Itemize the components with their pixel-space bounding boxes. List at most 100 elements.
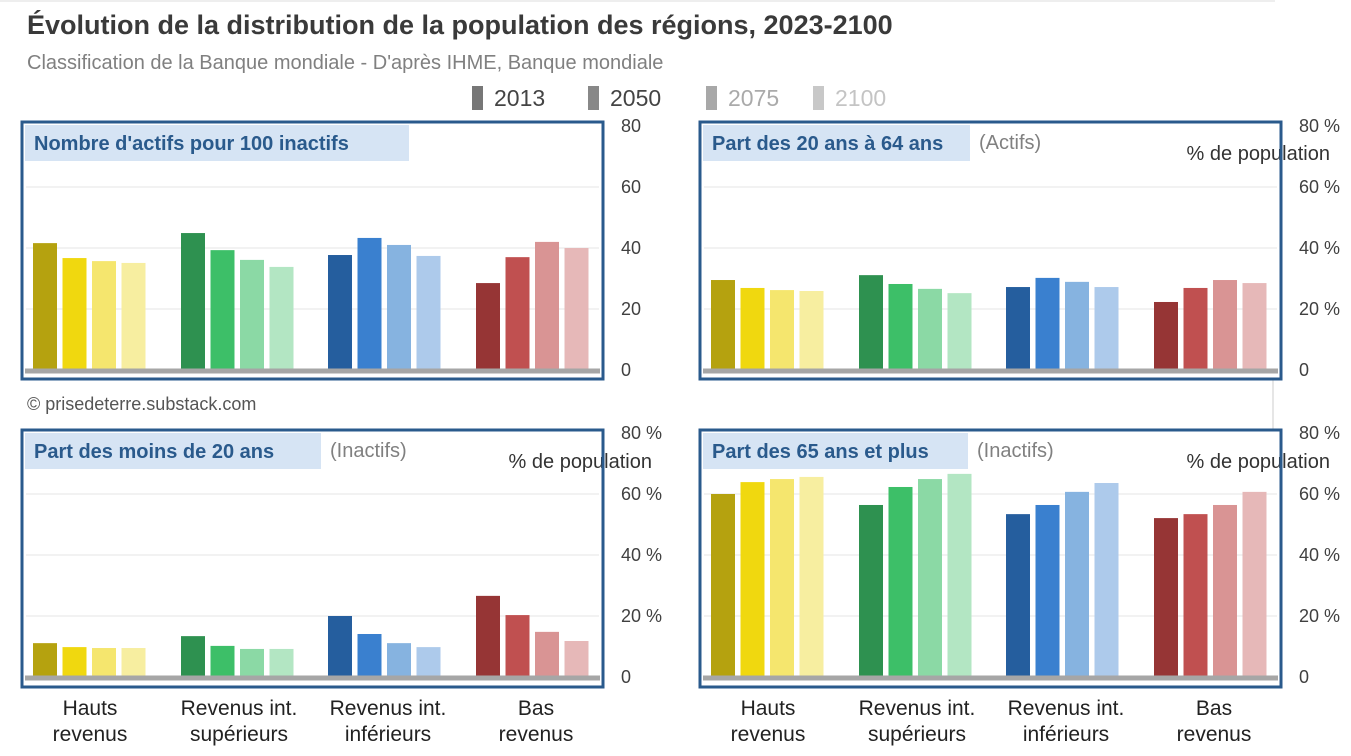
panel-title: Nombre d'actifs pour 100 inactifs bbox=[34, 133, 349, 155]
panel-title-background bbox=[25, 125, 409, 161]
legend-label: 2075 bbox=[728, 85, 779, 111]
bar: Revenus int. inférieurs 2050: 56.4 bbox=[1035, 504, 1060, 677]
panel-frame bbox=[698, 428, 1283, 689]
credit: © prisedeterre.substack.com bbox=[27, 394, 256, 414]
bar: Revenus int. supérieurs 2050: 28.2 bbox=[888, 283, 913, 370]
bar: Bas revenus 2100: 28.5 bbox=[1242, 283, 1267, 370]
bar: Revenus int. inférieurs 2075: 41 bbox=[387, 244, 411, 370]
chart-title: Évolution de la distribution de la popul… bbox=[27, 9, 893, 40]
bar: Hauts revenus 2100: 35.1 bbox=[121, 262, 146, 370]
panel-title-background bbox=[703, 433, 968, 469]
bar: Bas revenus 2013: 28.5 bbox=[476, 283, 500, 370]
bar: Revenus int. inférieurs 2100: 27.2 bbox=[1094, 287, 1119, 370]
y-tick-label: 40 % bbox=[621, 545, 662, 565]
category-labels: Hauts revenus Revenus int. supérieurs Revenu… bbox=[53, 697, 1252, 746]
bar: Hauts revenus 2013: 60 bbox=[711, 494, 735, 677]
y-tick-label: 0 bbox=[1299, 667, 1309, 687]
y-tick-label: 60 % bbox=[1299, 484, 1340, 504]
bar: Revenus int. supérieurs 2100: 66.6 bbox=[947, 473, 972, 677]
bar: Hauts revenus 2075: 9.5 bbox=[92, 648, 116, 677]
legend-label: 2100 bbox=[835, 85, 886, 111]
bar: Hauts revenus 2075: 35.7 bbox=[92, 261, 116, 370]
bar: Revenus int. supérieurs 2100: 33.8 bbox=[269, 266, 294, 370]
x-category-label: revenus bbox=[53, 723, 128, 746]
panel-title: Part des 20 ans à 64 ans bbox=[712, 133, 943, 155]
bar: Revenus int. inférieurs 2075: 11.1 bbox=[387, 643, 411, 677]
bar: Hauts revenus 2050: 9.8 bbox=[62, 647, 87, 677]
x-category-label: revenus bbox=[1177, 723, 1252, 746]
legend-label: 2013 bbox=[494, 85, 545, 111]
panel-frame bbox=[20, 120, 605, 381]
y-tick-label: 80 % bbox=[1299, 116, 1340, 136]
bar: Revenus int. inférieurs 2100: 37.4 bbox=[416, 255, 441, 370]
legend-swatch bbox=[472, 86, 483, 110]
x-category-label: supérieurs bbox=[190, 723, 288, 746]
bar: Revenus int. supérieurs 2013: 13.4 bbox=[181, 636, 205, 677]
bar: Revenus int. supérieurs 2013: 56.4 bbox=[859, 504, 883, 677]
bar: Hauts revenus 2100: 25.9 bbox=[799, 291, 824, 370]
bar: Revenus int. supérieurs 2013: 44.9 bbox=[181, 233, 205, 370]
bar: Hauts revenus 2100: 9.5 bbox=[121, 648, 146, 677]
y-tick-label: 40 bbox=[621, 238, 641, 258]
bar: Bas revenus 2050: 37 bbox=[505, 257, 530, 370]
bar: Bas revenus 2075: 56.4 bbox=[1213, 504, 1237, 677]
bar: Bas revenus 2075: 14.8 bbox=[535, 631, 559, 677]
unit-label: % de population bbox=[1187, 451, 1330, 473]
y-tick-label: 60 % bbox=[1299, 177, 1340, 197]
y-tick-label: 20 % bbox=[1299, 299, 1340, 319]
legend-label: 2050 bbox=[610, 85, 661, 111]
panel-3: 0 20 % 40 % 60 % 80 % Hauts revenus 2013: 11.… bbox=[20, 423, 662, 689]
bar: Revenus int. supérieurs 2100: 9.2 bbox=[269, 648, 294, 677]
bar: Hauts revenus 2013: 11.1 bbox=[33, 643, 57, 677]
y-tick-label: 0 bbox=[621, 667, 631, 687]
bar: Bas revenus 2075: 29.5 bbox=[1213, 280, 1237, 370]
y-tick-label: 80 bbox=[621, 116, 641, 136]
bar: Bas revenus 2050: 20.3 bbox=[505, 615, 530, 677]
bar: Bas revenus 2100: 60.7 bbox=[1242, 491, 1267, 677]
bar: Revenus int. supérieurs 2075: 36.1 bbox=[240, 259, 264, 370]
bar: Hauts revenus 2100: 65.6 bbox=[799, 476, 824, 677]
bar: Revenus int. supérieurs 2050: 62.3 bbox=[888, 486, 913, 677]
x-category-label: Revenus int. bbox=[181, 697, 298, 720]
bar: Revenus int. supérieurs 2075: 64.9 bbox=[918, 479, 942, 677]
bar: Bas revenus 2050: 53.4 bbox=[1183, 514, 1208, 677]
x-category-label: revenus bbox=[499, 723, 574, 746]
y-tick-label: 80 % bbox=[621, 423, 662, 443]
legend-swatch bbox=[588, 86, 599, 110]
panel-title-background bbox=[25, 433, 321, 469]
panel-1: 020406080Hauts revenus 2013: 41.6Hauts r… bbox=[20, 116, 641, 381]
bar: Revenus int. supérieurs 2075: 9.2 bbox=[240, 648, 264, 677]
legend: 2013 2050 2075 2100 bbox=[472, 85, 886, 111]
y-tick-label: 20 bbox=[621, 299, 641, 319]
bar: Revenus int. inférieurs 2013: 27.2 bbox=[1006, 287, 1030, 370]
bar: Revenus int. supérieurs 2100: 25.2 bbox=[947, 293, 972, 370]
panels: 020406080Hauts revenus 2013: 41.6Hauts r… bbox=[20, 116, 1340, 689]
bar: Bas revenus 2075: 42 bbox=[535, 241, 559, 370]
bar: Revenus int. inférieurs 2100: 63.6 bbox=[1094, 483, 1119, 677]
x-category-label: Bas bbox=[1196, 697, 1232, 720]
bar: Revenus int. supérieurs 2050: 10.2 bbox=[210, 645, 235, 677]
unit-label: % de population bbox=[1187, 143, 1330, 165]
bar: Revenus int. inférieurs 2013: 20 bbox=[328, 616, 352, 677]
bar: Revenus int. inférieurs 2075: 28.9 bbox=[1065, 281, 1089, 370]
bar: Revenus int. supérieurs 2013: 31.1 bbox=[859, 275, 883, 370]
bar: Revenus int. supérieurs 2050: 39.3 bbox=[210, 250, 235, 370]
bar: Bas revenus 2100: 11.8 bbox=[564, 641, 589, 677]
bar: Bas revenus 2050: 26.9 bbox=[1183, 287, 1208, 370]
x-category-label: Revenus int. bbox=[859, 697, 976, 720]
x-category-label: inférieurs bbox=[1023, 723, 1109, 746]
bar: Bas revenus 2013: 26.6 bbox=[476, 595, 500, 677]
bar: Revenus int. inférieurs 2050: 43.3 bbox=[357, 237, 382, 370]
y-tick-label: 60 bbox=[621, 177, 641, 197]
bar: Bas revenus 2100: 40 bbox=[564, 248, 589, 370]
bar: Hauts revenus 2013: 29.5 bbox=[711, 280, 735, 370]
x-category-label: revenus bbox=[731, 723, 806, 746]
panel-note: (Inactifs) bbox=[977, 440, 1054, 462]
x-category-label: Revenus int. bbox=[1008, 697, 1125, 720]
unit-label: % de population bbox=[509, 451, 652, 473]
chart-subtitle: Classification de la Banque mondiale - D… bbox=[27, 52, 663, 74]
x-category-label: inférieurs bbox=[345, 723, 431, 746]
bar: Revenus int. inférieurs 2013: 53.4 bbox=[1006, 514, 1030, 677]
bar: Hauts revenus 2050: 63.9 bbox=[740, 482, 765, 677]
